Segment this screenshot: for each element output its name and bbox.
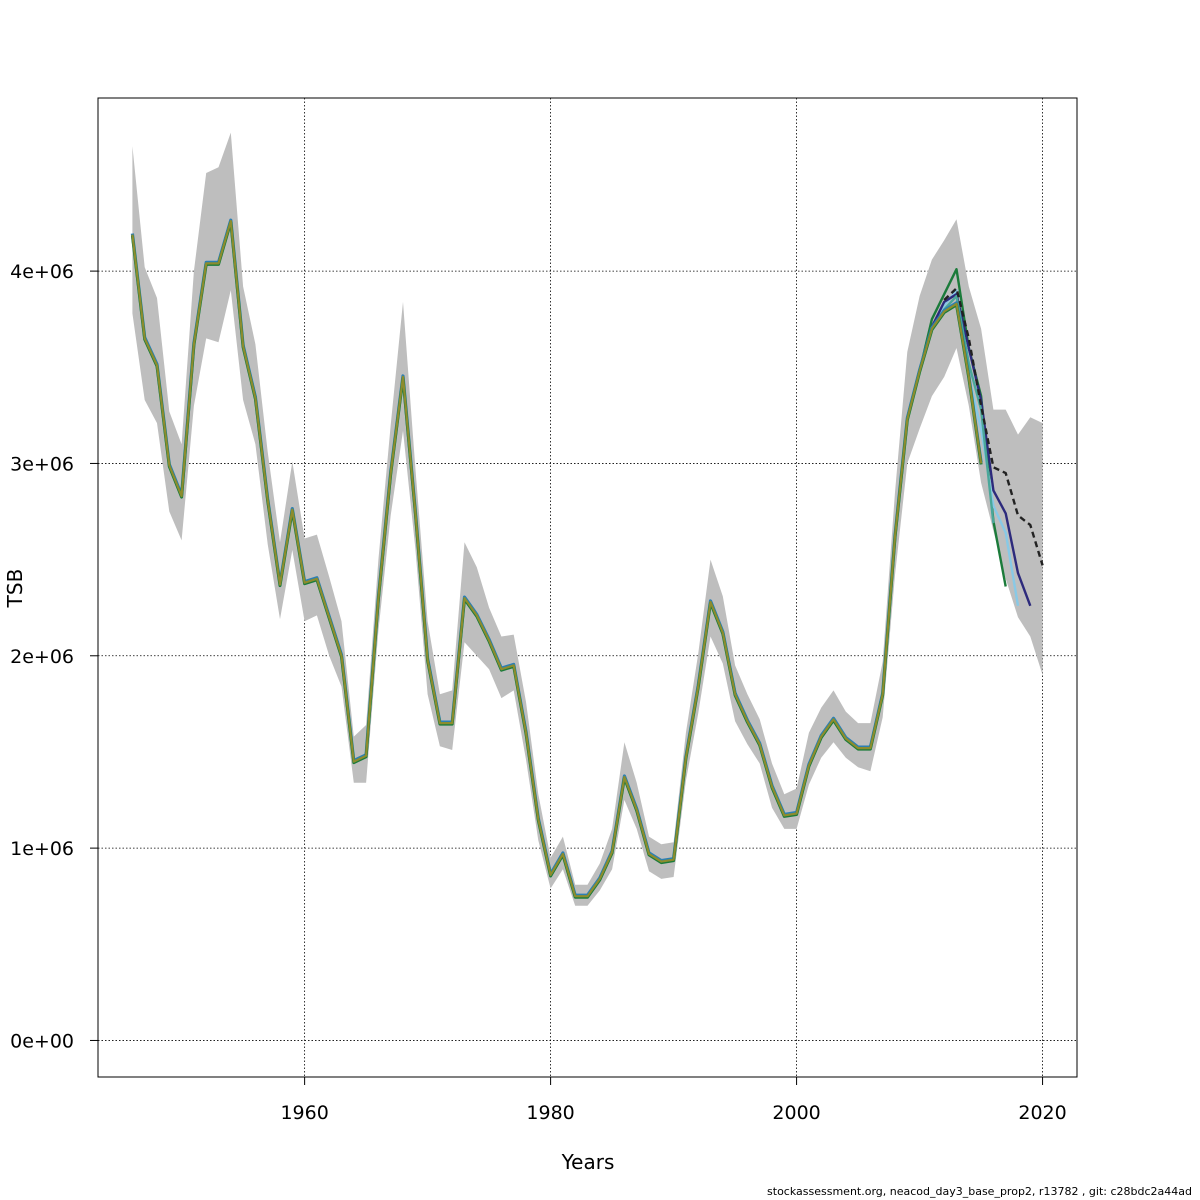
y-axis-title: TSB [3,569,27,609]
x-axis: 1960 1980 2000 2020 [280,1077,1067,1124]
y-tick-label: 0e+00 [10,1030,74,1052]
plot-frame [97,97,1078,1078]
y-tick-label: 4e+06 [10,261,74,283]
tsb-line-mid [130,220,983,899]
x-tick-label: 2000 [772,1102,820,1124]
confidence-band-area [132,132,1043,906]
y-tick-label: 1e+06 [10,838,74,860]
x-axis-title: Years [561,1150,615,1174]
y-axis: 0e+00 1e+06 2e+06 3e+06 4e+06 [10,261,98,1052]
retro-series-line [943,287,1044,566]
x-tick-label: 2020 [1018,1102,1066,1124]
x-tick-label: 1960 [280,1102,328,1124]
tsb-line [131,220,983,898]
grid-lines [98,98,1077,1077]
series-lines [130,218,1044,899]
footer-credit: stockassessment.org, neacod_day3_base_pr… [767,1185,1192,1198]
x-tick-label: 1980 [526,1102,574,1124]
confidence-band [132,132,1043,906]
y-tick-label: 2e+06 [10,646,74,668]
tsb-line-under [130,218,983,897]
y-tick-label: 3e+06 [10,453,74,475]
